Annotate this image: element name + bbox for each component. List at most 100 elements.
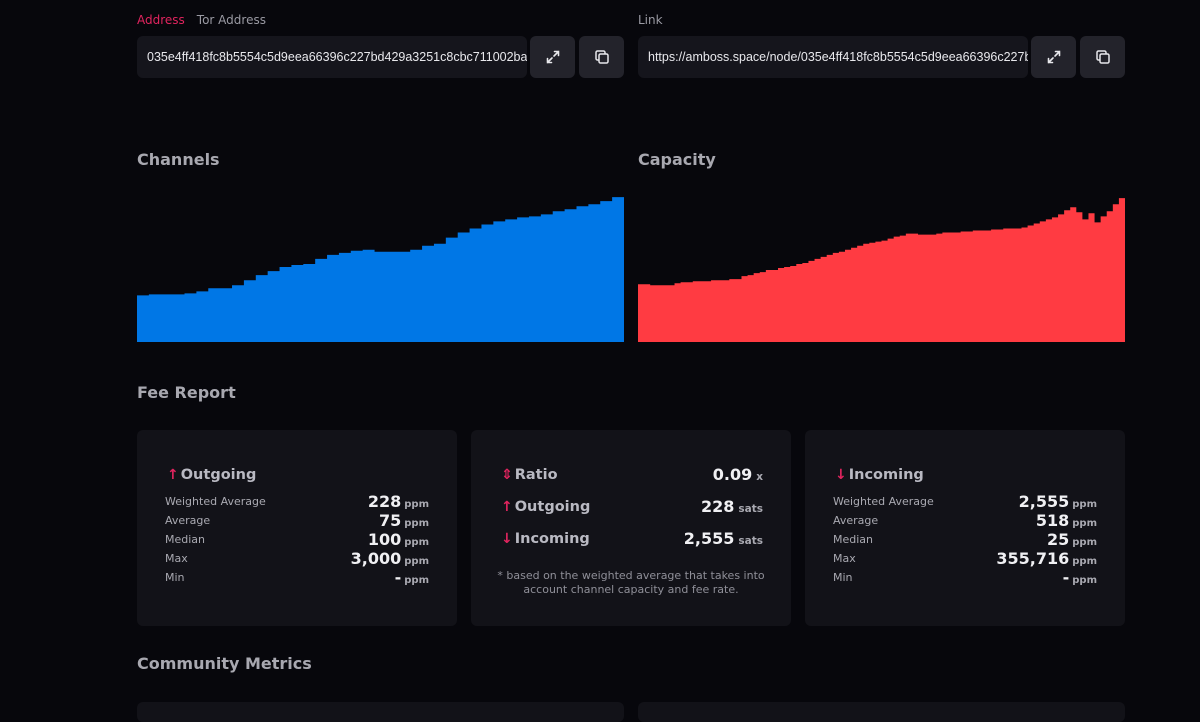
ratio-incoming-value: 2,555 sats (684, 529, 763, 548)
link-field-group: https://amboss.space/node/035e4ff418fc8b… (638, 36, 1125, 78)
stat-unit: ppm (404, 499, 429, 510)
stat-number: 100 (367, 530, 402, 549)
stat-number: 228 (367, 492, 402, 511)
stat-label: Max (165, 552, 188, 565)
stat-row: Min - ppm (833, 568, 1097, 587)
link-expand-button[interactable] (1031, 36, 1076, 78)
address-field-group: 035e4ff418fc8b5554c5d9eea66396c227bd429a… (137, 36, 624, 78)
stat-row: Max 355,716 ppm (833, 549, 1097, 568)
arrow-up-icon: ↑ (167, 467, 179, 483)
expand-icon (546, 50, 559, 64)
stat-number: 25 (1046, 530, 1070, 549)
stat-unit: ppm (1072, 537, 1097, 548)
stat-unit: ppm (404, 556, 429, 567)
channels-chart-svg (137, 197, 624, 342)
capacity-title: Capacity (638, 150, 716, 169)
stat-unit: ppm (1072, 556, 1097, 567)
stat-row: Max 3,000 ppm (165, 549, 429, 568)
community-card (137, 702, 624, 722)
arrow-down-icon: ↓ (835, 467, 847, 483)
incoming-title: Incoming (848, 467, 924, 483)
stat-number: 2,555 (1018, 492, 1070, 511)
arrow-up-icon: ↑ (501, 499, 513, 515)
identity-row: Address Tor Address 035e4ff418fc8b5554c5d… (137, 12, 1125, 80)
stat-value: 355,716 ppm (996, 549, 1097, 568)
stat-number: - (1062, 568, 1070, 587)
stat-label: Min (165, 571, 185, 584)
link-label: Link (638, 13, 663, 27)
stat-value: 518 ppm (1036, 511, 1097, 530)
ratio-row: ⇕ Ratio 0.09 x (501, 465, 763, 487)
stat-value: 75 ppm (379, 511, 429, 530)
stat-number: 3,000 (350, 549, 402, 568)
ratio-incoming-label-group: ↓ Incoming (501, 531, 590, 547)
stat-row: Min - ppm (165, 568, 429, 587)
address-expand-button[interactable] (530, 36, 575, 78)
stat-value: 3,000 ppm (351, 549, 429, 568)
stat-value: 228 ppm (368, 492, 429, 511)
ratio-outgoing-label-group: ↑ Outgoing (501, 499, 590, 515)
community-card (638, 702, 1125, 722)
incoming-card: ↓ Incoming Weighted Average 2,555 ppm Ave… (805, 430, 1125, 626)
ratio-label: Ratio (514, 467, 558, 483)
capacity-area (638, 198, 1125, 342)
stat-row: Average 75 ppm (165, 511, 429, 530)
stat-row: Average 518 ppm (833, 511, 1097, 530)
capacity-chart-svg (638, 198, 1125, 342)
tab-address[interactable]: Address (137, 13, 185, 27)
stat-label: Weighted Average (833, 495, 934, 508)
ratio-outgoing-value: 228 sats (701, 497, 763, 516)
stat-unit: ppm (1072, 575, 1097, 586)
stat-label: Average (165, 514, 211, 527)
stat-row: Weighted Average 228 ppm (165, 492, 429, 511)
address-field[interactable]: 035e4ff418fc8b5554c5d9eea66396c227bd429a… (137, 36, 527, 78)
tab-tor-address[interactable]: Tor Address (196, 13, 266, 27)
link-copy-button[interactable] (1080, 36, 1125, 78)
stat-label: Median (165, 533, 206, 546)
stat-unit: ppm (404, 518, 429, 529)
stat-value: 100 ppm (368, 530, 429, 549)
outgoing-title: Outgoing (180, 467, 257, 483)
ratio-incoming-label: Incoming (514, 531, 590, 547)
stat-row: Weighted Average 2,555 ppm (833, 492, 1097, 511)
address-copy-button[interactable] (579, 36, 624, 78)
stat-label: Median (833, 533, 874, 546)
fee-report-title: Fee Report (137, 383, 236, 402)
expand-icon (1047, 50, 1060, 64)
arrow-down-icon: ↓ (501, 531, 513, 547)
channels-area (137, 197, 624, 342)
ratio-footnote: * based on the weighted average that tak… (497, 569, 765, 596)
stat-row: Median 100 ppm (165, 530, 429, 549)
stat-number: - (394, 568, 402, 587)
ratio-number: 0.09 (712, 465, 753, 484)
address-tabs: Address Tor Address (137, 12, 624, 32)
link-field[interactable]: https://amboss.space/node/035e4ff418fc8b… (638, 36, 1028, 78)
ratio-outgoing-unit: sats (738, 503, 763, 515)
ratio-unit: x (756, 471, 763, 483)
ratio-incoming-unit: sats (738, 535, 763, 547)
outgoing-card: ↑ Outgoing Weighted Average 228 ppm Avera… (137, 430, 457, 626)
stat-unit: ppm (404, 537, 429, 548)
community-metrics-title: Community Metrics (137, 654, 312, 673)
arrow-up-down-icon: ⇕ (501, 467, 513, 483)
channels-chart (137, 190, 624, 342)
stat-label: Max (833, 552, 856, 565)
stat-value: - ppm (1063, 568, 1097, 587)
stat-number: 518 (1035, 511, 1070, 530)
link-panel: Link https://amboss.space/node/035e4ff41… (638, 12, 1125, 78)
incoming-header: ↓ Incoming (835, 467, 924, 483)
ratio-value: 0.09 x (713, 465, 763, 484)
stat-unit: ppm (1072, 499, 1097, 510)
stat-unit: ppm (404, 575, 429, 586)
address-panel: Address Tor Address 035e4ff418fc8b5554c5d… (137, 12, 624, 78)
ratio-outgoing-number: 228 (700, 497, 735, 516)
stat-row: Median 25 ppm (833, 530, 1097, 549)
ratio-incoming-row: ↓ Incoming 2,555 sats (501, 529, 763, 551)
stat-value: - ppm (395, 568, 429, 587)
ratio-incoming-number: 2,555 (683, 529, 735, 548)
copy-icon (594, 50, 609, 64)
ratio-outgoing-label: Outgoing (514, 499, 591, 515)
stat-label: Average (833, 514, 879, 527)
ratio-outgoing-row: ↑ Outgoing 228 sats (501, 497, 763, 519)
stat-number: 75 (378, 511, 402, 530)
